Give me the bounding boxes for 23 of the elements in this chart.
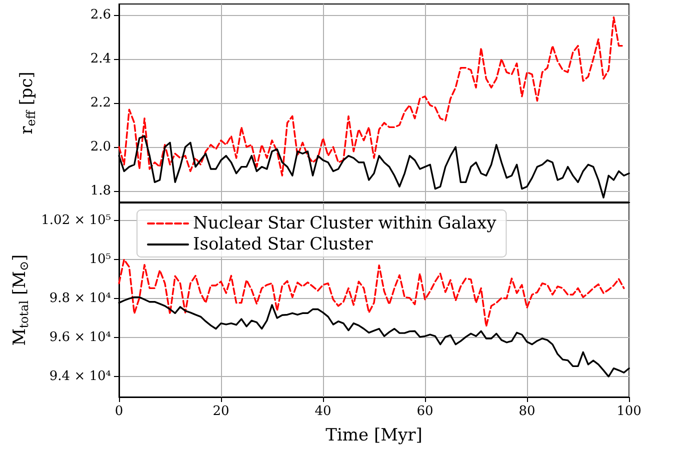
line-series [118,258,625,328]
x-axis-title: Time [Myr] [326,426,422,446]
y-axis-title: Mtotal [M⊙] [10,254,32,346]
y-tick-label: 2.2 [90,96,111,110]
y-tick-label: 10⁵ [89,252,111,268]
y-tick-label: 2.6 [90,8,111,22]
x-tick-label: 40 [314,404,332,419]
y-tick-label: 1.02 × 10⁵ [41,213,111,228]
y-axis-title: reff [pc] [17,72,38,134]
x-tick-label: 0 [114,404,124,419]
x-tick-label: 80 [518,404,536,419]
y-tick-label: 9.8 × 10⁴ [49,291,111,306]
y-tick-label: 9.4 × 10⁴ [49,369,111,384]
line-series [118,16,625,176]
x-tick-label: 100 [616,404,642,419]
y-tick-label: 2.4 [90,52,111,66]
y-tick-label: 9.6 × 10⁴ [49,330,111,346]
x-tick-label: 20 [212,404,230,419]
legend-label: Isolated Star Cluster [193,234,374,254]
legend-label: Nuclear Star Cluster within Galaxy [193,214,497,234]
x-tick-label: 60 [416,404,434,419]
y-tick-label: 1.8 [90,184,111,198]
y-tick-label: 2.0 [90,140,111,154]
